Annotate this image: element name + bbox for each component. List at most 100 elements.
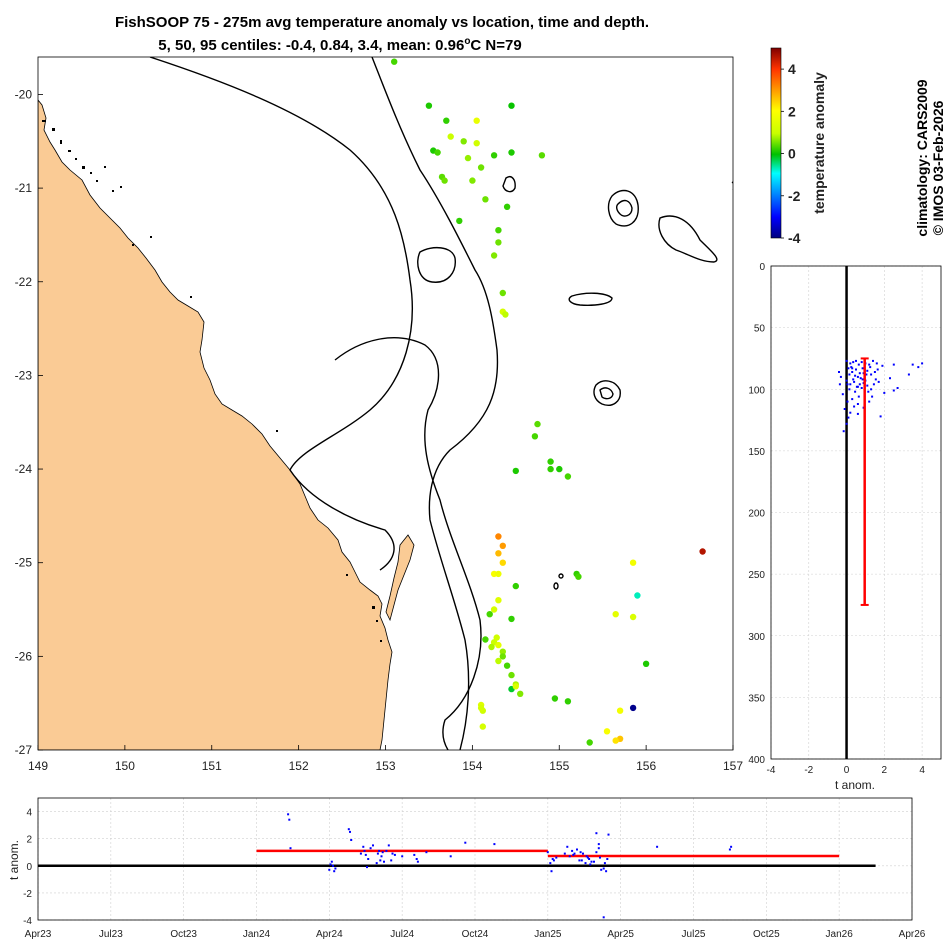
time-points bbox=[38, 813, 876, 919]
depth-point bbox=[845, 359, 848, 362]
depth-point bbox=[861, 367, 864, 370]
time-point bbox=[584, 862, 587, 865]
map-point bbox=[482, 636, 489, 643]
depth-xtick-label: 4 bbox=[919, 765, 925, 776]
map-ytick-label: -27 bbox=[15, 743, 33, 757]
time-point bbox=[585, 855, 588, 858]
depth-point bbox=[857, 363, 860, 366]
map-point bbox=[629, 559, 637, 566]
time-point bbox=[549, 862, 552, 865]
map-point bbox=[699, 548, 706, 555]
depth-point bbox=[854, 390, 857, 393]
time-point bbox=[332, 864, 334, 867]
map-point bbox=[508, 615, 515, 623]
time-point bbox=[493, 843, 496, 846]
depth-point bbox=[850, 366, 853, 369]
depth-point bbox=[848, 373, 851, 376]
depth-points bbox=[838, 266, 924, 759]
time-point bbox=[349, 830, 351, 833]
depth-point bbox=[855, 385, 858, 388]
depth-point bbox=[874, 378, 877, 381]
depth-point bbox=[851, 367, 854, 370]
map-xtick-label: 155 bbox=[549, 759, 569, 773]
time-point bbox=[347, 828, 350, 831]
map-point bbox=[629, 613, 637, 621]
depth-point bbox=[872, 383, 875, 386]
climatology-label: climatology: CARS2009 bbox=[914, 79, 930, 236]
depth-point bbox=[843, 408, 846, 410]
time-point bbox=[376, 852, 379, 855]
map-point bbox=[469, 177, 476, 184]
depth-point bbox=[872, 359, 874, 362]
depth-ytick-label: 100 bbox=[748, 385, 765, 396]
map-point bbox=[495, 570, 502, 578]
map-point bbox=[495, 550, 502, 557]
depth-point bbox=[848, 388, 851, 391]
map-point bbox=[512, 467, 519, 475]
depth-point bbox=[866, 369, 869, 372]
map-ytick-label: -24 bbox=[15, 462, 33, 476]
colorbar-tick-label: 2 bbox=[788, 103, 796, 119]
map-point bbox=[495, 533, 502, 540]
map-point bbox=[425, 102, 433, 109]
time-point bbox=[464, 841, 467, 844]
depth-point bbox=[852, 361, 855, 364]
time-point bbox=[566, 845, 569, 848]
colorbar-tick-label: -4 bbox=[788, 230, 801, 246]
map-point bbox=[473, 140, 480, 147]
map-island bbox=[385, 534, 415, 622]
time-xtick-label: Oct24 bbox=[462, 929, 489, 940]
time-point bbox=[380, 855, 383, 858]
map-point bbox=[538, 152, 546, 159]
depth-point bbox=[852, 378, 855, 381]
time-point bbox=[607, 833, 610, 836]
time-xtick-label: Jul25 bbox=[682, 929, 706, 940]
map-point bbox=[477, 704, 485, 712]
time-point bbox=[415, 858, 418, 860]
time-ytick-label: -2 bbox=[23, 889, 32, 900]
map-point bbox=[490, 252, 498, 259]
time-point bbox=[597, 847, 600, 850]
depth-point bbox=[845, 379, 848, 382]
time-point bbox=[385, 849, 388, 852]
map-point bbox=[490, 606, 498, 613]
depth-point bbox=[889, 377, 891, 380]
map-point bbox=[482, 196, 489, 203]
map-point bbox=[447, 133, 454, 140]
map-point bbox=[503, 662, 511, 669]
map-point bbox=[495, 227, 502, 234]
time-point bbox=[391, 852, 394, 855]
time-point bbox=[381, 851, 384, 854]
map-ytick-label: -26 bbox=[15, 649, 33, 663]
title-line-1: FishSOOP 75 - 275m avg temperature anoma… bbox=[115, 14, 649, 31]
depth-point bbox=[846, 400, 849, 403]
map-point bbox=[616, 707, 624, 714]
colorbar-tick-label: 4 bbox=[788, 61, 796, 77]
depth-point bbox=[855, 368, 857, 371]
depth-point bbox=[861, 378, 864, 381]
depth-xtick-label: 2 bbox=[882, 765, 888, 776]
depth-point bbox=[858, 372, 861, 375]
depth-point bbox=[875, 362, 878, 365]
time-point bbox=[288, 818, 291, 821]
time-point bbox=[393, 853, 396, 856]
depth-ytick-label: 350 bbox=[748, 693, 765, 704]
map-ytick-label: -25 bbox=[15, 556, 33, 570]
map-point bbox=[503, 203, 511, 210]
map-point bbox=[547, 458, 554, 465]
depth-point bbox=[868, 400, 871, 403]
depth-point bbox=[860, 361, 863, 364]
time-point bbox=[595, 851, 598, 854]
depth-point bbox=[907, 373, 910, 376]
depth-point bbox=[849, 411, 852, 414]
depth-point bbox=[838, 371, 840, 373]
time-point bbox=[416, 860, 419, 863]
title-line-2: 5, 50, 95 centiles: -0.4, 0.84, 3.4, mea… bbox=[158, 36, 521, 54]
time-point bbox=[571, 849, 574, 852]
time-point bbox=[387, 844, 390, 847]
map-islets bbox=[42, 120, 382, 642]
map-point bbox=[531, 433, 539, 440]
time-point bbox=[656, 845, 659, 848]
map-ytick-label: -21 bbox=[15, 181, 33, 195]
depth-ytick-label: 250 bbox=[748, 570, 765, 581]
